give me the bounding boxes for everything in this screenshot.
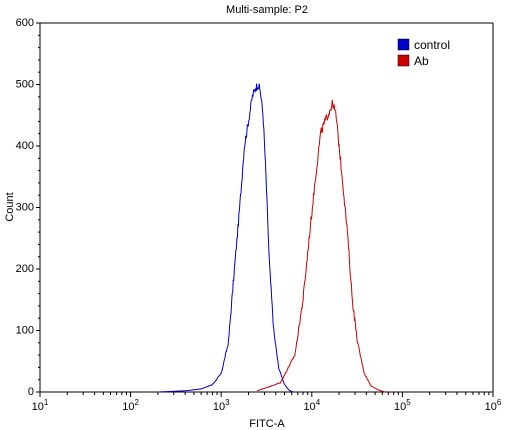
x-tick-exponent: 6 xyxy=(497,398,502,407)
y-axis-label: Count xyxy=(4,192,16,221)
x-tick-exponent: 5 xyxy=(406,398,411,407)
x-tick-base: 10 xyxy=(303,401,315,413)
x-tick-label: 101 xyxy=(32,398,49,413)
legend: control Ab xyxy=(397,38,450,68)
y-tick-label: 300 xyxy=(16,201,34,213)
x-tick-label: 102 xyxy=(122,398,139,413)
series-line-control xyxy=(157,83,294,393)
x-tick-label: 103 xyxy=(213,398,230,413)
series-layer xyxy=(157,83,386,393)
y-tick-label: 0 xyxy=(28,386,34,398)
x-tick-base: 10 xyxy=(394,401,406,413)
legend-swatch-ab xyxy=(397,54,410,67)
x-tick-exponent: 3 xyxy=(225,398,230,407)
plot-frame xyxy=(39,22,494,393)
x-tick-base: 10 xyxy=(485,401,497,413)
x-tick-label: 104 xyxy=(303,398,320,413)
x-tick-label: 106 xyxy=(485,398,502,413)
y-tick-label: 100 xyxy=(16,324,34,336)
y-tick-label: 600 xyxy=(16,17,34,29)
x-tick-exponent: 1 xyxy=(44,398,49,407)
x-tick-exponent: 4 xyxy=(316,398,321,407)
legend-label-ab: Ab xyxy=(414,54,429,68)
legend-swatch-control xyxy=(397,38,410,51)
x-axis-label: FITC-A xyxy=(249,418,285,430)
y-tick-label: 400 xyxy=(16,140,34,152)
y-tick-label: 200 xyxy=(16,263,34,275)
x-tick-base: 10 xyxy=(213,401,225,413)
x-tick-base: 10 xyxy=(122,401,134,413)
y-axis: 0 100 200 300 400 500 600 xyxy=(16,17,40,398)
legend-label-control: control xyxy=(414,38,450,52)
x-axis: 101 102 103 104 105 106 xyxy=(32,392,502,413)
x-tick-label: 105 xyxy=(394,398,411,413)
y-tick-label: 500 xyxy=(16,78,34,90)
chart-title: Multi-sample: P2 xyxy=(226,4,308,16)
x-tick-exponent: 2 xyxy=(134,398,139,407)
series-line-ab xyxy=(257,99,386,393)
x-tick-base: 10 xyxy=(32,401,44,413)
